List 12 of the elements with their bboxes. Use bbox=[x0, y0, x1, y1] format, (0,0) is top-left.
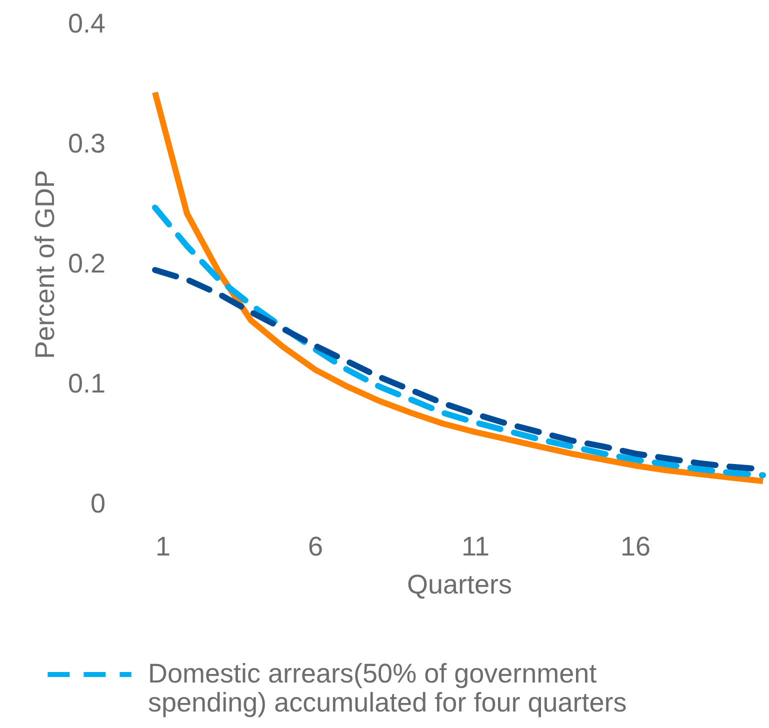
x-tick-label: 6 bbox=[308, 532, 324, 562]
x-tick-label: 11 bbox=[461, 532, 490, 562]
y-tick-label: 0.3 bbox=[68, 128, 106, 158]
x-tick-label: 16 bbox=[620, 532, 651, 562]
y-tick-label: 0.4 bbox=[68, 8, 106, 38]
y-axis-title: Percent of GDP bbox=[30, 170, 60, 360]
y-tick-label: 0.2 bbox=[68, 248, 106, 278]
legend-label: Domestic arrears(50% of government spending) accumulated for four quarters bbox=[148, 658, 627, 718]
y-tick-label: 0 bbox=[90, 488, 106, 518]
y-tick-label: 0.1 bbox=[68, 368, 106, 398]
x-axis-title: Quarters bbox=[406, 570, 512, 600]
x-tick-label: 1 bbox=[156, 532, 171, 562]
